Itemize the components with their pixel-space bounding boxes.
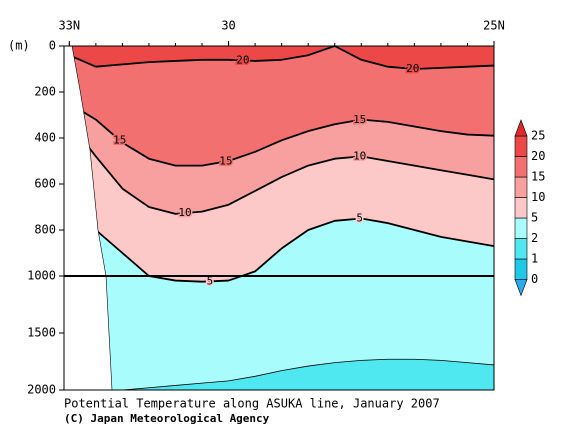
colorbar-label: 0 xyxy=(531,272,538,286)
chart-title: Potential Temperature along ASUKA line, … xyxy=(64,397,440,411)
y-tick-label: 1000 xyxy=(27,269,56,283)
colorbar-arrow-top xyxy=(514,119,528,137)
contour-label: 15 xyxy=(353,113,366,126)
contour-label: 10 xyxy=(178,206,191,219)
contour-line xyxy=(122,358,495,391)
x-tick-label: 30 xyxy=(221,19,235,33)
x-tick-label: 33N xyxy=(58,19,80,33)
contour-label: 20 xyxy=(406,62,419,75)
y-axis-label: (m) xyxy=(8,39,30,53)
colorbar-swatch xyxy=(514,135,528,157)
y-tick-label: 200 xyxy=(34,85,56,99)
contour-line xyxy=(68,45,495,70)
copyright: (C) Japan Meteorological Agency xyxy=(64,412,270,425)
contour-label: 5 xyxy=(207,274,214,287)
y-tick-label: 600 xyxy=(34,177,56,191)
x-tick-label: 25N xyxy=(483,19,505,33)
contour-label: 20 xyxy=(236,53,249,66)
temperature-band xyxy=(64,46,494,69)
contour-line xyxy=(68,194,495,283)
contour-label: 10 xyxy=(353,150,366,163)
colorbar-swatch xyxy=(514,176,528,198)
colorbar-swatch xyxy=(514,197,528,219)
colorbar-label: 15 xyxy=(531,170,545,184)
colorbar-label: 1 xyxy=(531,252,538,266)
temperature-band xyxy=(64,46,494,166)
contour-line xyxy=(68,121,495,215)
colorbar-swatch xyxy=(514,156,528,178)
colorbar-label: 25 xyxy=(531,129,545,143)
contour-label: 15 xyxy=(113,133,126,146)
colorbar-swatch xyxy=(514,238,528,260)
colorbar-label: 20 xyxy=(531,149,545,163)
contour-label: 15 xyxy=(219,154,232,167)
y-tick-label: 0 xyxy=(49,39,56,53)
colorbar-label: 10 xyxy=(531,190,545,204)
y-tick-label: 1500 xyxy=(27,326,56,340)
y-tick-label: 800 xyxy=(34,223,56,237)
contour-line xyxy=(68,102,495,167)
y-tick-label: 2000 xyxy=(27,383,56,397)
plot-frame xyxy=(63,45,495,391)
contour-label: 5 xyxy=(356,212,363,225)
colorbar-swatch xyxy=(514,258,528,280)
colorbar-label: 5 xyxy=(531,211,538,225)
colorbar-arrow-bottom xyxy=(514,279,528,297)
colorbar-label: 2 xyxy=(531,231,538,245)
y-tick-label: 400 xyxy=(34,131,56,145)
colorbar-swatch xyxy=(514,217,528,239)
